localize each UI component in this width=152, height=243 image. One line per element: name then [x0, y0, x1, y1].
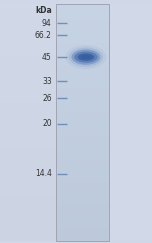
Text: kDa: kDa [35, 6, 52, 16]
Ellipse shape [65, 45, 106, 69]
Text: 94: 94 [42, 18, 52, 28]
Text: 14.4: 14.4 [35, 169, 52, 178]
Ellipse shape [78, 53, 94, 61]
Ellipse shape [71, 49, 100, 65]
Text: 45: 45 [42, 52, 52, 62]
Ellipse shape [81, 55, 91, 59]
Ellipse shape [69, 47, 103, 67]
Text: 26: 26 [42, 94, 52, 103]
Text: 20: 20 [42, 119, 52, 129]
Ellipse shape [74, 52, 98, 63]
Text: 33: 33 [42, 77, 52, 86]
Bar [56, 4, 109, 241]
Text: 66.2: 66.2 [35, 31, 52, 40]
